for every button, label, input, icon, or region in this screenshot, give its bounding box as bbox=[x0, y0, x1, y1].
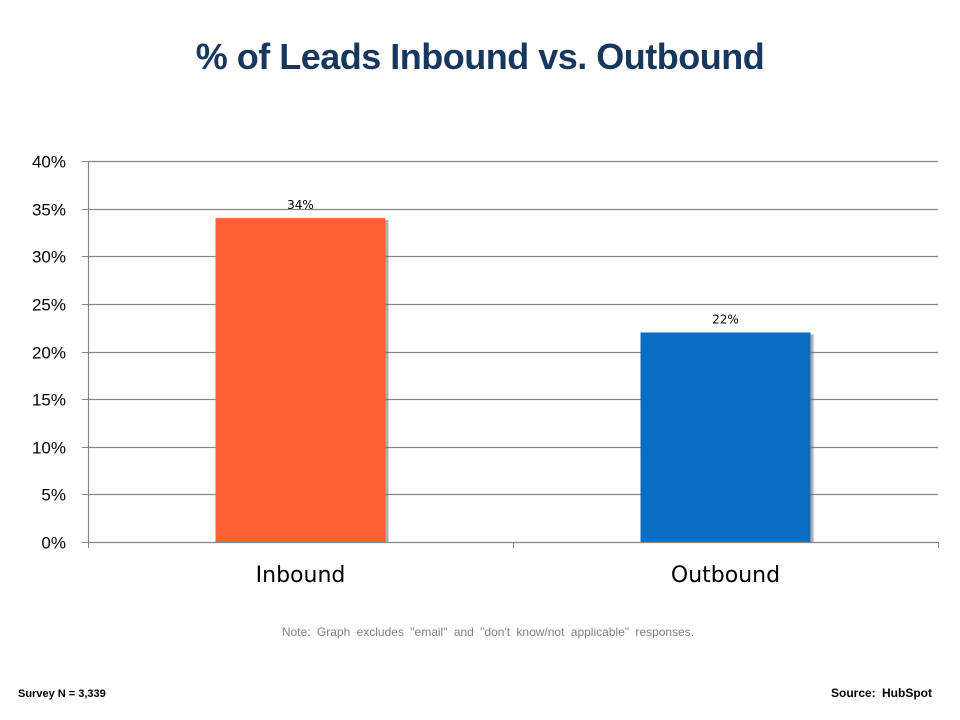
y-tick-label: 20% bbox=[32, 344, 66, 363]
source-credit: Source: HubSpot bbox=[831, 686, 932, 700]
y-tick-label: 15% bbox=[32, 391, 66, 410]
y-tick-label: 30% bbox=[32, 248, 66, 267]
data-label: 22% bbox=[712, 312, 739, 326]
y-tick-label: 35% bbox=[32, 201, 66, 220]
bars bbox=[215, 218, 814, 542]
axes bbox=[82, 161, 939, 548]
y-tick-label: 5% bbox=[41, 486, 66, 505]
y-tick-label: 25% bbox=[32, 296, 66, 315]
y-tick-label: 10% bbox=[32, 439, 66, 458]
survey-size: Survey N = 3,339 bbox=[18, 688, 106, 700]
category-label: Outbound bbox=[671, 563, 780, 588]
bar-inbound bbox=[215, 218, 386, 542]
data-label: 34% bbox=[287, 198, 314, 212]
chart-note: Note: Graph excludes "email" and "don't … bbox=[281, 625, 695, 639]
category-label: Inbound bbox=[256, 563, 346, 588]
y-tick-label: 40% bbox=[32, 153, 66, 172]
chart-title: % of Leads Inbound vs. Outbound bbox=[195, 36, 765, 77]
bar-outbound bbox=[640, 332, 811, 542]
y-tick-label: 0% bbox=[41, 534, 66, 553]
labels: 0% 5% 10% 15% 20% 25% 30% 35% 40% 34% Inbound 22% Ou… bbox=[32, 153, 780, 589]
